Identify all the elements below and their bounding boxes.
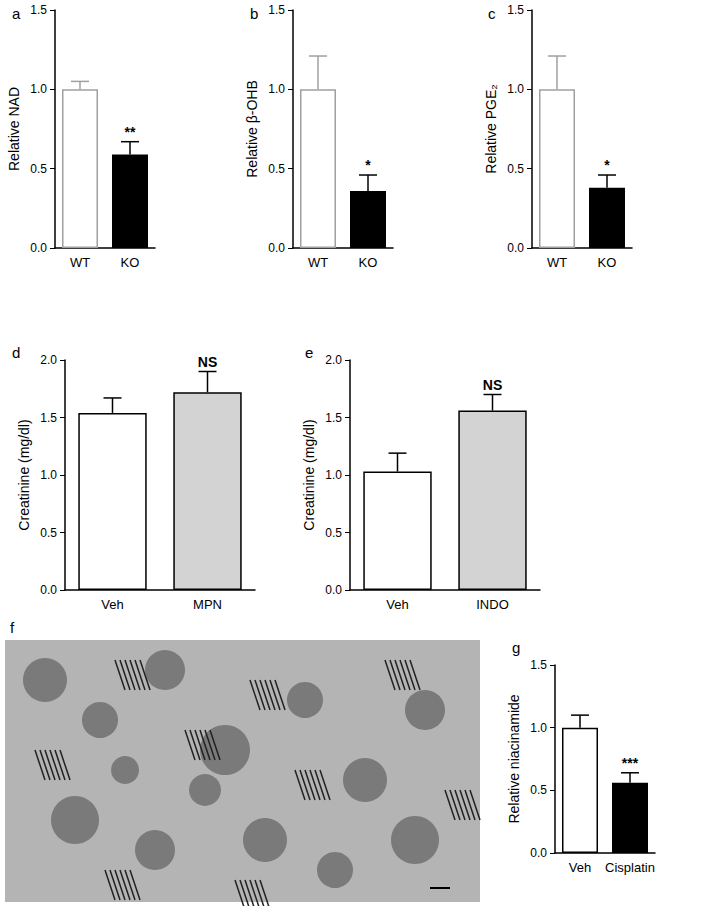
svg-text:MPN: MPN [193, 597, 222, 612]
svg-text:f: f [10, 619, 15, 636]
svg-text:Relative β-OHB: Relative β-OHB [244, 80, 260, 178]
svg-text:1.0: 1.0 [268, 82, 285, 96]
svg-text:1.5: 1.5 [30, 3, 47, 17]
svg-text:1.5: 1.5 [40, 411, 57, 425]
svg-text:*: * [604, 157, 610, 173]
svg-text:WT: WT [70, 255, 90, 270]
svg-text:KO: KO [598, 255, 617, 270]
svg-text:b: b [250, 5, 258, 22]
svg-text:1.0: 1.0 [325, 468, 342, 482]
svg-text:NS: NS [198, 354, 217, 370]
svg-text:1.0: 1.0 [40, 468, 57, 482]
svg-text:0.5: 0.5 [325, 526, 342, 540]
svg-text:0.0: 0.0 [30, 241, 47, 255]
svg-text:1.5: 1.5 [268, 3, 285, 17]
svg-text:g: g [512, 639, 520, 656]
svg-text:2.0: 2.0 [40, 353, 57, 367]
svg-text:a: a [12, 5, 21, 22]
svg-text:0.0: 0.0 [325, 583, 342, 597]
svg-text:d: d [12, 344, 20, 361]
svg-text:1.0: 1.0 [507, 82, 524, 96]
svg-text:*: * [365, 157, 371, 173]
svg-text:Veh: Veh [386, 597, 408, 612]
svg-text:0.5: 0.5 [268, 162, 285, 176]
svg-text:0.0: 0.0 [530, 846, 547, 860]
svg-text:Veh: Veh [569, 860, 591, 875]
svg-text:KO: KO [359, 255, 378, 270]
svg-text:Creatinine (mg/dl): Creatinine (mg/dl) [16, 419, 32, 530]
svg-text:0.5: 0.5 [40, 526, 57, 540]
svg-text:1.5: 1.5 [325, 411, 342, 425]
svg-text:0.5: 0.5 [30, 162, 47, 176]
svg-text:1.5: 1.5 [530, 658, 547, 672]
svg-text:Relative niacinamide: Relative niacinamide [506, 694, 522, 823]
svg-text:WT: WT [308, 255, 328, 270]
svg-text:e: e [305, 344, 313, 361]
svg-text:1.0: 1.0 [530, 721, 547, 735]
svg-text:0.0: 0.0 [40, 583, 57, 597]
svg-text:Relative NAD: Relative NAD [6, 87, 22, 171]
svg-text:**: ** [125, 124, 136, 140]
svg-text:INDO: INDO [476, 597, 509, 612]
svg-text:0.5: 0.5 [507, 162, 524, 176]
svg-text:Creatinine (mg/dl): Creatinine (mg/dl) [301, 419, 317, 530]
svg-text:c: c [488, 5, 496, 22]
svg-text:Relative PGE₂: Relative PGE₂ [483, 84, 499, 173]
svg-text:2.0: 2.0 [325, 353, 342, 367]
svg-text:1.5: 1.5 [507, 3, 524, 17]
svg-text:Veh: Veh [101, 597, 123, 612]
svg-text:WT: WT [547, 255, 567, 270]
svg-text:0.0: 0.0 [507, 241, 524, 255]
svg-text:0.0: 0.0 [268, 241, 285, 255]
svg-text:Cisplatin: Cisplatin [605, 860, 655, 875]
svg-text:***: *** [622, 755, 639, 771]
svg-text:KO: KO [121, 255, 140, 270]
svg-text:1.0: 1.0 [30, 82, 47, 96]
svg-text:NS: NS [483, 377, 502, 393]
svg-text:0.5: 0.5 [530, 783, 547, 797]
